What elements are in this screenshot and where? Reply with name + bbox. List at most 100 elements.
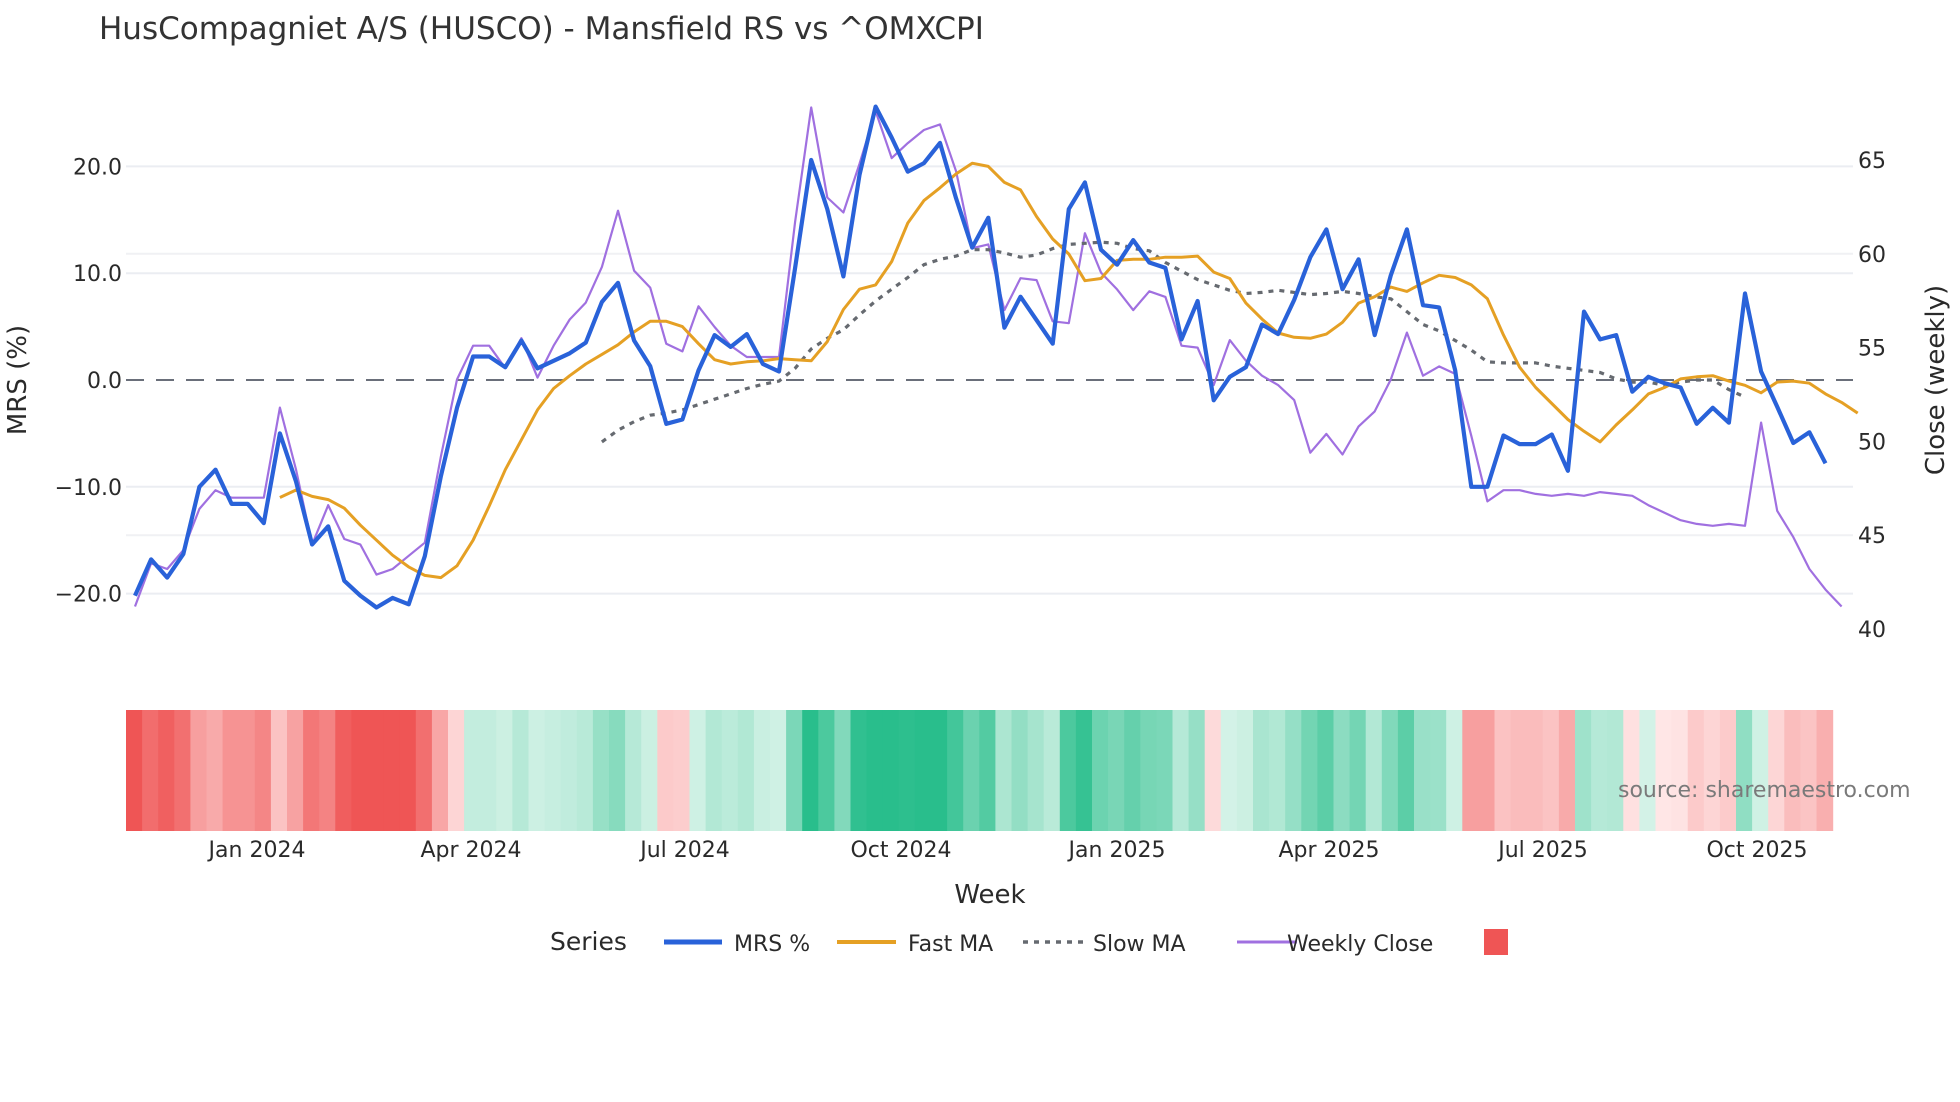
heatmap-cell (1011, 710, 1029, 831)
x-axis-ticks: Jan 2024 Apr 2024 Jul 2024 Oct 2024 Jan 2025… (207, 838, 1808, 863)
series-line-weekly-close (133, 106, 1843, 608)
heatmap-cell (914, 710, 932, 831)
heatmap-cell (1092, 710, 1109, 831)
heatmap-cell (1043, 710, 1061, 831)
y2-tick-label: 55 (1858, 337, 1886, 362)
heatmap-cell (1703, 710, 1721, 831)
heatmap-cell (737, 710, 755, 831)
heatmap-cell (1027, 710, 1045, 831)
heatmap-cell (963, 710, 980, 831)
x-tick-label: Jul 2025 (1496, 838, 1588, 863)
heatmap-cell (786, 710, 803, 831)
x-tick-label: Oct 2024 (850, 838, 951, 863)
heatmap-cell (1639, 710, 1657, 831)
heatmap-cell (1140, 710, 1157, 831)
heatmap-cell (1349, 710, 1367, 831)
heatmap-cell (576, 710, 594, 831)
heatmap-cell (1494, 710, 1512, 831)
heatmap-cell (448, 710, 465, 831)
heatmap-cell (464, 710, 481, 831)
heatmap-cell (753, 710, 771, 831)
heatmap-cell (625, 710, 642, 831)
heatmap-cell (947, 710, 964, 831)
heatmap-cell (1478, 710, 1496, 831)
heatmap-cell (1236, 710, 1254, 831)
legend-item-fast-ma[interactable]: Fast MA (837, 932, 993, 957)
heatmap-cell (431, 710, 449, 831)
heatmap-cell (1381, 710, 1399, 831)
heatmap-cell (174, 710, 191, 831)
heatmap-cell (190, 710, 208, 831)
legend-item-mrs[interactable]: MRS % (664, 932, 810, 957)
heatmap-cell (303, 710, 320, 831)
heatmap-cell (496, 710, 513, 831)
heatmap-cell (1575, 710, 1592, 831)
mrs-heatmap-strip (126, 710, 1834, 831)
heatmap-cell (1687, 710, 1705, 831)
legend-label-fast-ma: Fast MA (908, 932, 993, 957)
heatmap-cell (850, 710, 868, 831)
heatmap-cell (383, 710, 401, 831)
heatmap-cell (158, 710, 175, 831)
heatmap-cell (689, 710, 707, 831)
heatmap-cell (657, 710, 674, 831)
y2-tick-label: 40 (1858, 618, 1886, 643)
heatmap-cell (898, 710, 916, 831)
heatmap-cell (335, 710, 352, 831)
y2-axis-ticks: 65 60 55 50 45 40 (1858, 149, 1886, 643)
heatmap-cell (770, 710, 787, 831)
heatmap-cell (1623, 710, 1640, 831)
heatmap-cell (609, 710, 626, 831)
heatmap-cell (979, 710, 996, 831)
heatmap-cell (1365, 710, 1383, 831)
heatmap-cell (1768, 710, 1785, 831)
heatmap-cell (834, 710, 852, 831)
heatmap-cell (1719, 710, 1737, 831)
heatmap-cell (399, 710, 417, 831)
heatmap-cell (1542, 710, 1560, 831)
heatmap-cell (1317, 710, 1335, 831)
heatmap-cell (254, 710, 272, 831)
heatmap-cell (931, 710, 948, 831)
heatmap-cell (367, 710, 385, 831)
heatmap-cell (512, 710, 530, 831)
legend-item-heatmap[interactable] (1484, 929, 1508, 955)
legend-label-weekly-close: Weekly Close (1287, 932, 1433, 957)
heatmap-cell (1301, 710, 1318, 831)
y-tick-label: 20.0 (73, 155, 122, 180)
heatmap-cell (995, 710, 1013, 831)
y-axis-title: MRS (%) (3, 325, 33, 435)
x-tick-label: Oct 2025 (1706, 838, 1807, 863)
heatmap-cell (480, 710, 497, 831)
y-axis-ticks: 20.0 10.0 0.0 −10.0 −20.0 (55, 155, 122, 607)
legend-item-weekly-close[interactable]: Weekly Close (1237, 932, 1433, 957)
y2-axis-title: Close (weekly) (1921, 285, 1951, 475)
heatmap-cell (641, 710, 658, 831)
heatmap-cell (1655, 710, 1673, 831)
legend-item-slow-ma[interactable]: Slow MA (1023, 932, 1186, 957)
heatmap-cell (528, 710, 546, 831)
heatmap-cell (1059, 710, 1077, 831)
legend: Series MRS % Fast MA Slow MA Weekly Clos… (550, 927, 1508, 957)
heatmap-cell (1269, 710, 1286, 831)
heatmap-cell (1736, 710, 1753, 831)
heatmap-cell (802, 710, 819, 831)
heatmap-cell (1558, 710, 1576, 831)
heatmap-cell (126, 710, 143, 831)
heatmap-cell (287, 710, 304, 831)
heatmap-cell (673, 710, 691, 831)
x-axis-title: Week (954, 880, 1025, 910)
heatmap-cell (1462, 710, 1479, 831)
heatmap-cell (1446, 710, 1463, 831)
heatmap-swatch (1484, 929, 1508, 955)
heatmap-cell (592, 710, 610, 831)
y2-tick-label: 60 (1858, 243, 1886, 268)
x-tick-label: Jan 2024 (207, 838, 306, 863)
y-tick-label: 10.0 (73, 262, 122, 287)
heatmap-cell (1172, 710, 1190, 831)
heatmap-cell (1784, 710, 1801, 831)
heatmap-cell (1285, 710, 1302, 831)
legend-label-mrs: MRS % (734, 932, 810, 957)
chart-title: HusCompagniet A/S (HUSCO) - Mansfield RS… (99, 11, 984, 47)
plot-lines (133, 104, 1859, 610)
